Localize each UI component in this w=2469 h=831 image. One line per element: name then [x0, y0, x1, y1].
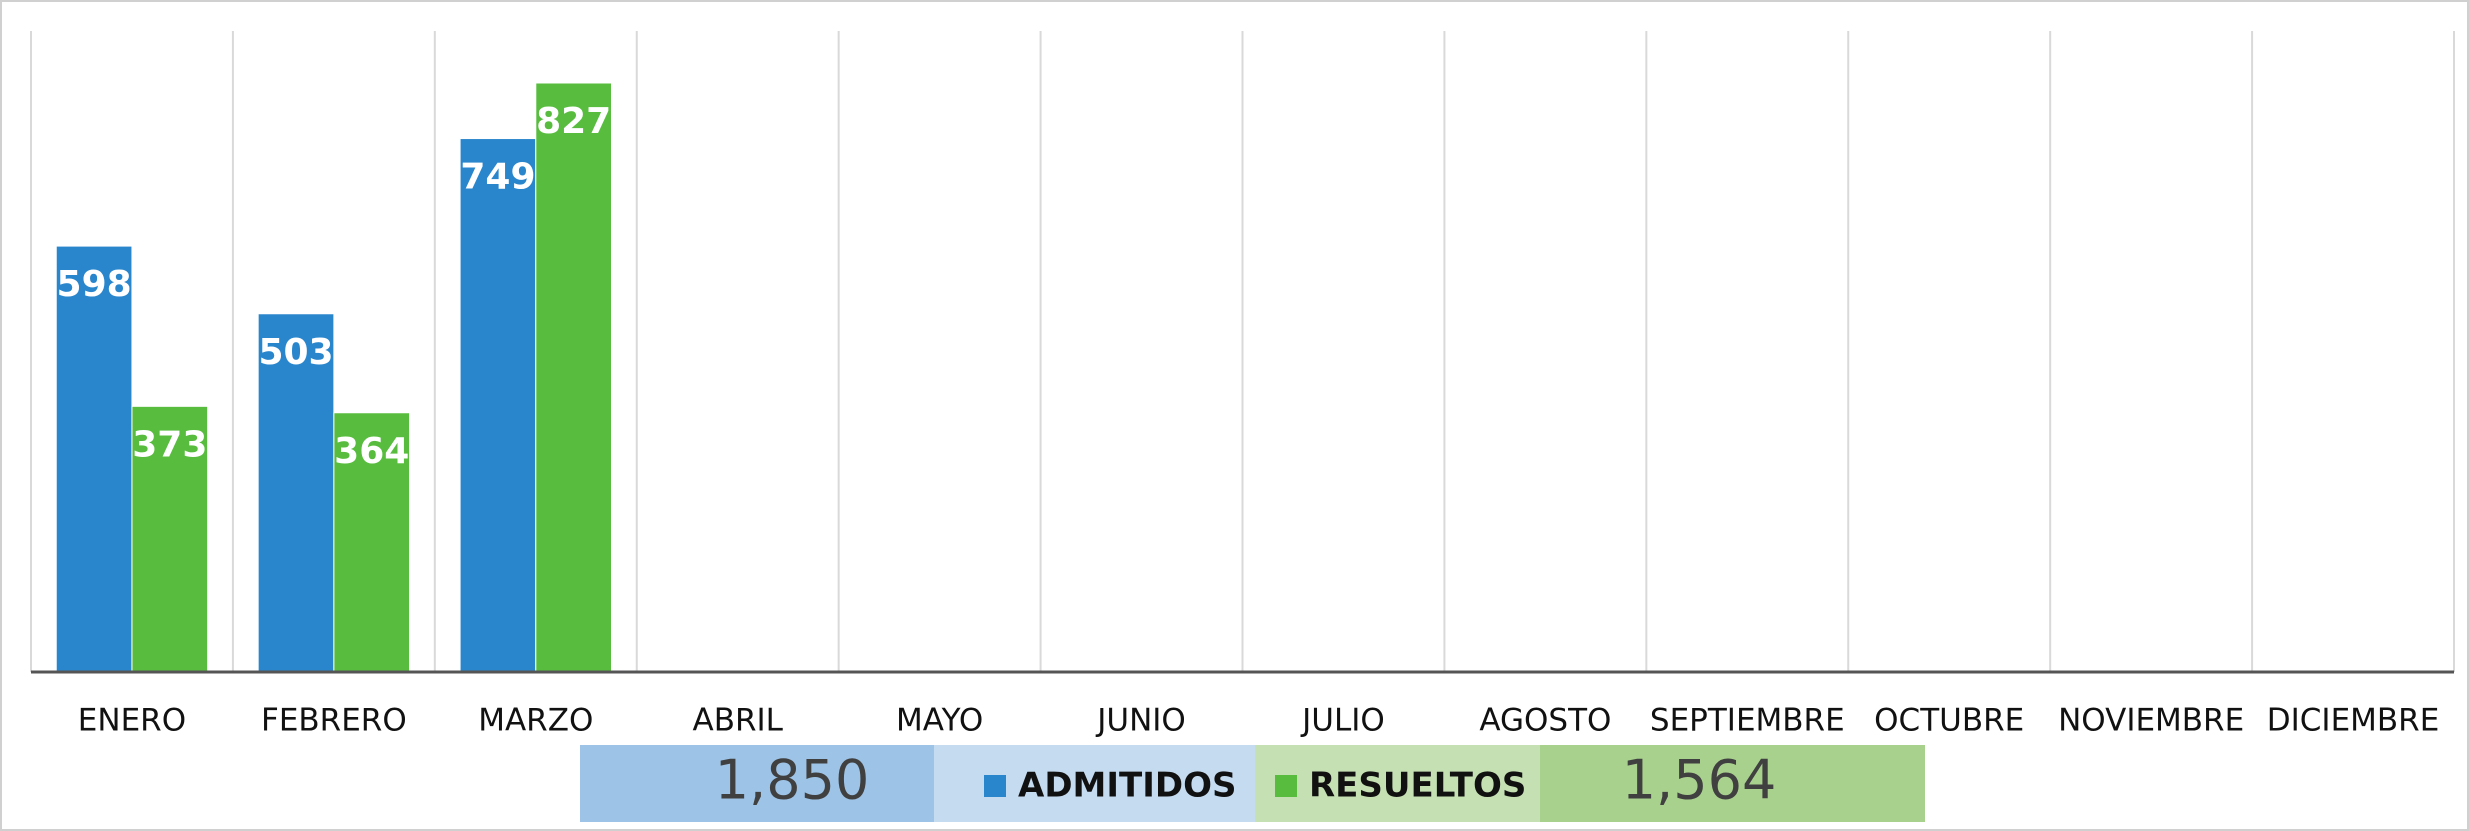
bar — [131, 405, 209, 673]
legend-box — [1255, 745, 1540, 822]
x-tick-label: ENERO — [78, 703, 186, 739]
bar — [257, 313, 335, 673]
bar — [55, 245, 133, 673]
legend-swatch — [984, 775, 1006, 797]
legend-label: ADMITIDOS — [1018, 766, 1236, 806]
x-tick-label: SEPTIEMBRE — [1650, 703, 1845, 739]
x-tick-label: NOVIEMBRE — [2058, 703, 2244, 739]
data-label: 503 — [258, 332, 333, 373]
x-tick-label: FEBRERO — [261, 703, 407, 739]
bar — [459, 138, 537, 673]
data-label: 827 — [536, 101, 611, 142]
data-label: 749 — [460, 157, 535, 198]
bar — [535, 82, 613, 673]
x-tick-label: OCTUBRE — [1874, 703, 2024, 739]
data-label: 373 — [132, 424, 207, 465]
x-tick-label: ABRIL — [692, 703, 783, 739]
data-label: 364 — [334, 431, 409, 472]
x-tick-label: MARZO — [478, 703, 593, 739]
legend-swatch — [1275, 775, 1297, 797]
x-tick-label: JUNIO — [1095, 703, 1186, 739]
legend-label: RESUELTOS — [1309, 766, 1526, 806]
x-tick-label: DICIEMBRE — [2267, 703, 2440, 739]
x-tick-label: AGOSTO — [1479, 703, 1611, 739]
x-tick-label: JULIO — [1300, 703, 1385, 739]
total-label: 1,564 — [1622, 749, 1777, 812]
data-label: 598 — [57, 264, 132, 305]
x-tick-label: MAYO — [896, 703, 983, 739]
total-label: 1,850 — [715, 749, 870, 812]
